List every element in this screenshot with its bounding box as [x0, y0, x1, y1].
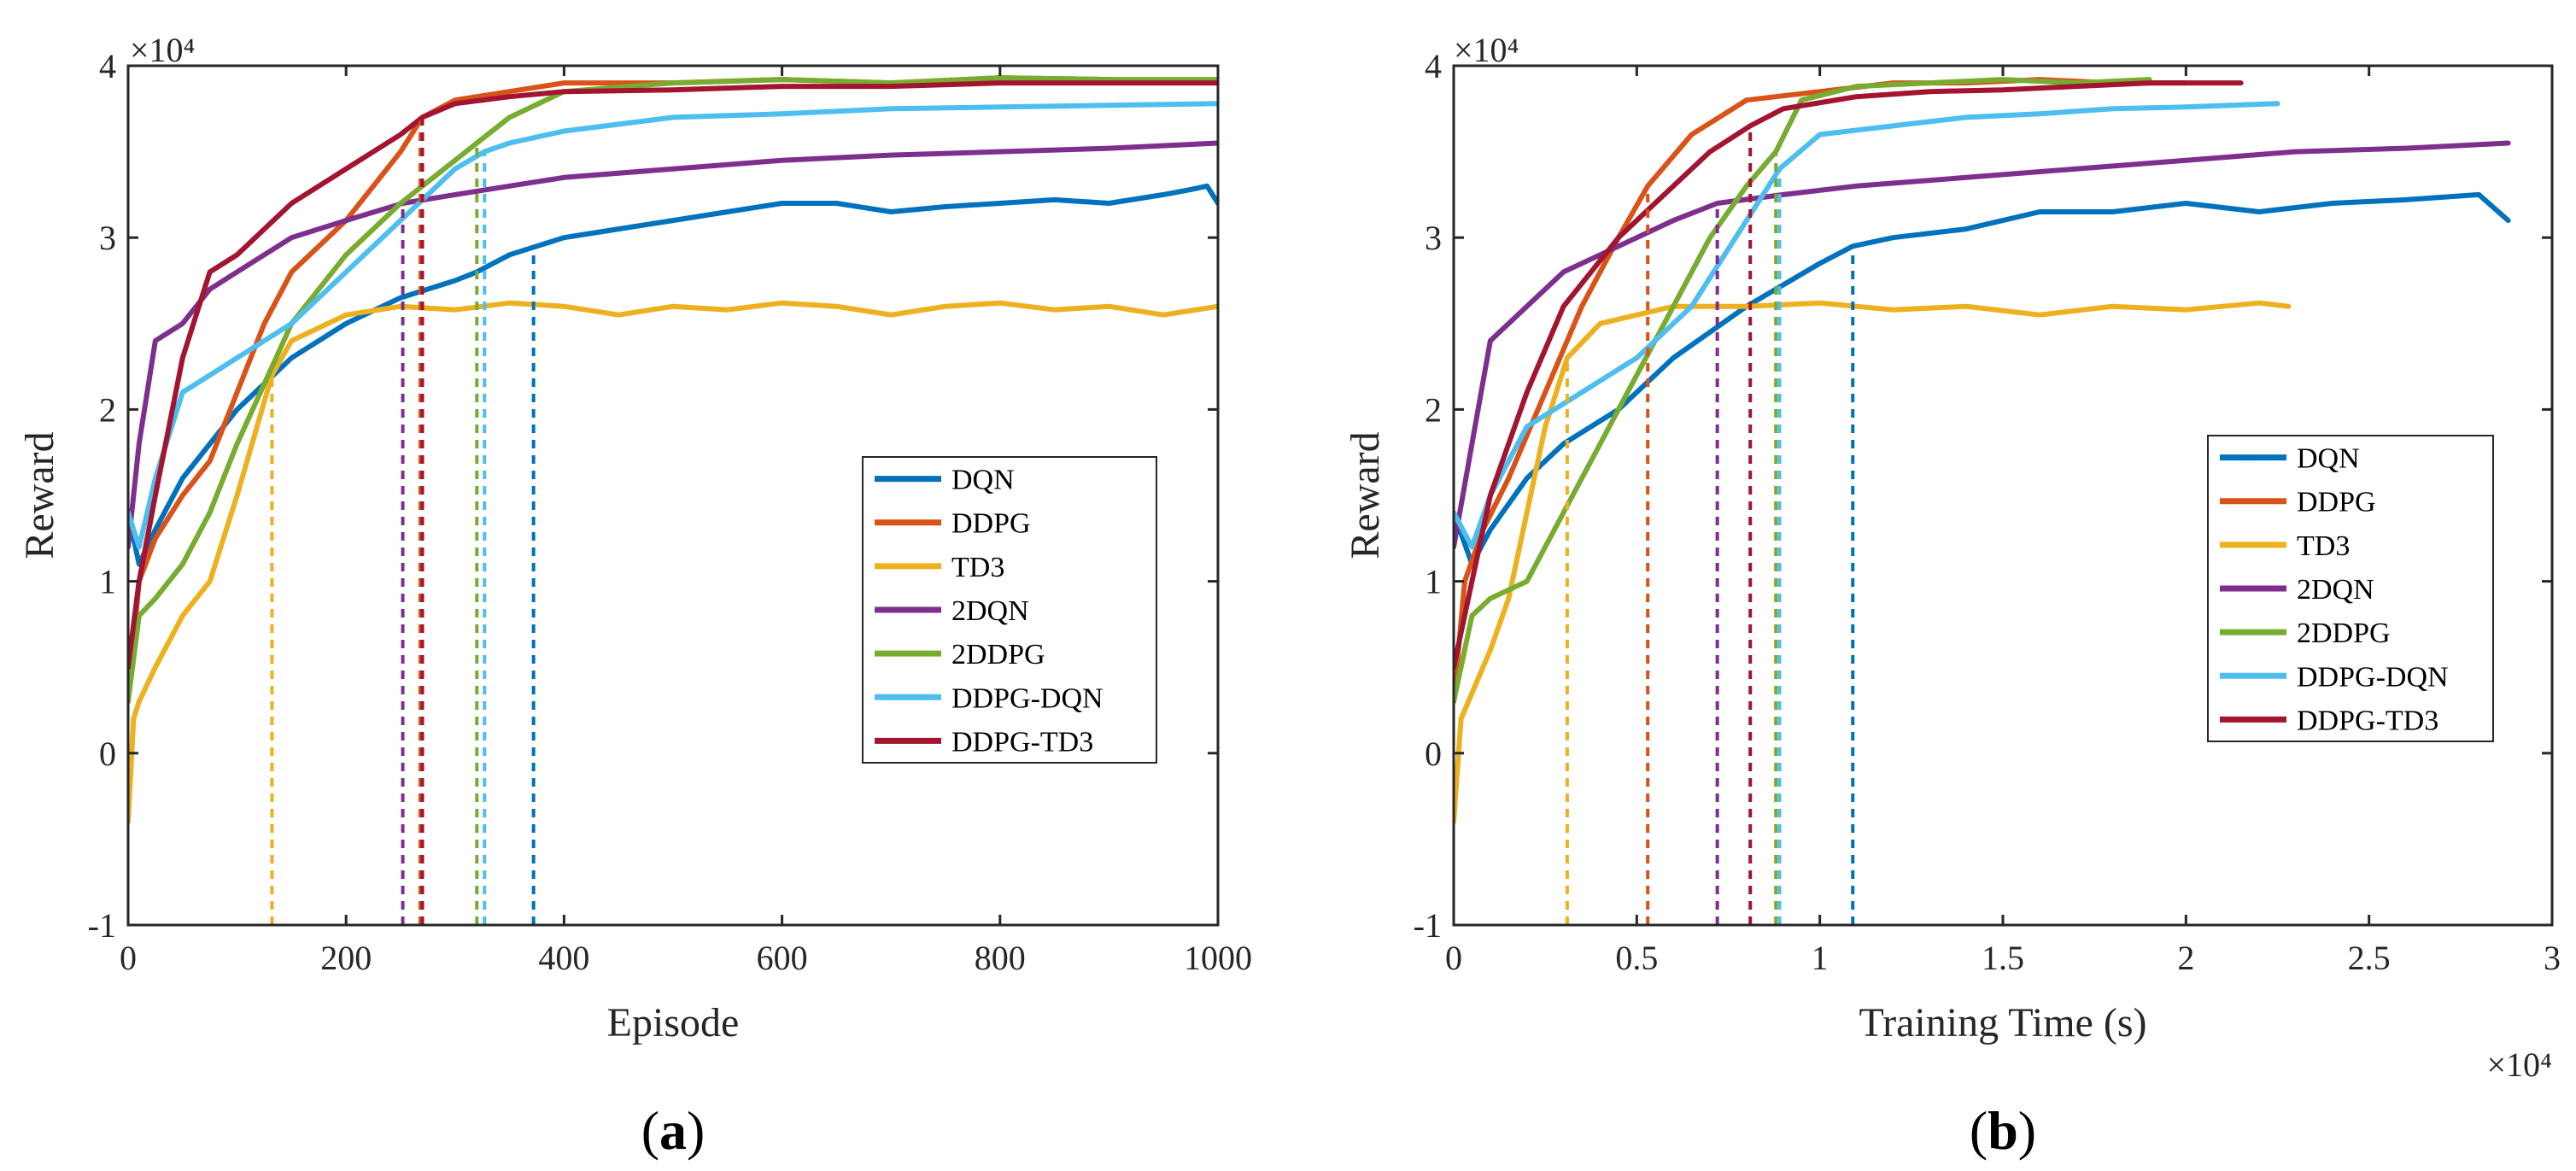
x-tick-label: 0.5: [1615, 939, 1658, 977]
series-line-ddpg-dqn: [128, 101, 1218, 550]
legend-entry-2ddpg: 2DDPG: [2297, 618, 2391, 649]
legend-entry-td3: TD3: [2297, 530, 2350, 562]
x-axis-label: Episode: [607, 1000, 740, 1045]
y-tick-label: 2: [1425, 390, 1442, 429]
x-tick-label: 1000: [1184, 939, 1252, 977]
legend: DQN DDPG TD3 2DQN 2DDPG DDPG-DQN DDPG-TD3: [2207, 435, 2494, 742]
panel-label-letter: a: [659, 1100, 687, 1161]
axes-box: [126, 64, 1220, 927]
x-tick-label: 1: [1812, 939, 1829, 977]
y-tick-label: 0: [1425, 735, 1442, 773]
y-tick-label: -1: [88, 906, 116, 945]
x-tick-label: 1.5: [1982, 939, 2024, 977]
legend-entry-td3: TD3: [951, 552, 1004, 583]
y-tick-label: 1: [1425, 563, 1442, 601]
series-line-ddpg-td3: [1454, 80, 2244, 670]
legend-entry-ddpg-td3: DDPG-TD3: [2297, 705, 2438, 736]
y-tick-label: 4: [1425, 47, 1442, 85]
panel-label-close: ): [687, 1100, 705, 1161]
y-tick-label: 3: [99, 219, 116, 257]
legend-entry-dqn: DQN: [2297, 443, 2360, 475]
x-tick-label: 3: [2544, 939, 2561, 977]
panel-label-open: (: [1970, 1100, 1988, 1161]
x-tick-label: 0: [1445, 939, 1462, 977]
y-axis-label: Reward: [17, 431, 62, 559]
legend-entry-ddpg: DDPG: [2297, 487, 2376, 518]
legend-entry-dqn: DQN: [951, 465, 1015, 496]
x-tick-label: 2: [2177, 939, 2194, 977]
series-group: [1454, 77, 2511, 925]
x-exponent-label: ×10⁴: [2486, 1045, 2552, 1084]
x-tick-label: 0: [120, 939, 137, 977]
panel-label-close: ): [2018, 1100, 2036, 1161]
series-line-ddpg-dqn: [1454, 101, 2280, 550]
legend-entry-2dqn: 2DQN: [951, 595, 1029, 627]
panel-label: (b): [1970, 1100, 2036, 1161]
x-tick-label: 200: [320, 939, 372, 977]
series-line-td3: [128, 300, 1218, 825]
panel-label-letter: b: [1988, 1100, 2018, 1161]
legend-entry-2dqn: 2DQN: [2297, 574, 2374, 606]
legend-entry-ddpg-td3: DDPG-TD3: [951, 726, 1093, 758]
legend-entry-ddpg: DDPG: [951, 508, 1031, 540]
series-line-2ddpg: [1454, 77, 2152, 705]
legend-entry-2ddpg: 2DDPG: [951, 639, 1045, 670]
legend-entry-ddpg-dqn: DDPG-DQN: [2297, 661, 2449, 693]
y-tick-label: -1: [1414, 906, 1442, 945]
legend-entry-ddpg-dqn: DDPG-DQN: [951, 682, 1104, 714]
y-tick-label: 1: [99, 563, 116, 601]
y-tick-label: 3: [1425, 219, 1442, 257]
x-tick-label: 400: [538, 939, 589, 977]
panel-label-open: (: [641, 1100, 659, 1161]
series-group: [128, 75, 1218, 925]
y-axis-label: Reward: [1343, 431, 1388, 559]
series-line-2dqn: [128, 140, 1218, 550]
x-axis-label: Training Time (s): [1859, 1000, 2147, 1045]
y-exponent-label: ×10⁴: [1454, 31, 1519, 69]
panel-label: (a): [641, 1100, 705, 1161]
y-exponent-label: ×10⁴: [130, 31, 196, 69]
legend: DQN DDPG TD3 2DQN 2DDPG DDPG-DQN DDPG-TD3: [862, 456, 1157, 764]
x-tick-label: 600: [757, 939, 808, 977]
y-tick-label: 2: [99, 390, 116, 429]
y-tick-label: 4: [99, 47, 116, 85]
series-line-2ddpg: [128, 75, 1218, 705]
x-tick-label: 2.5: [2348, 939, 2391, 977]
x-tick-label: 800: [975, 939, 1026, 977]
y-tick-label: 0: [99, 735, 116, 773]
